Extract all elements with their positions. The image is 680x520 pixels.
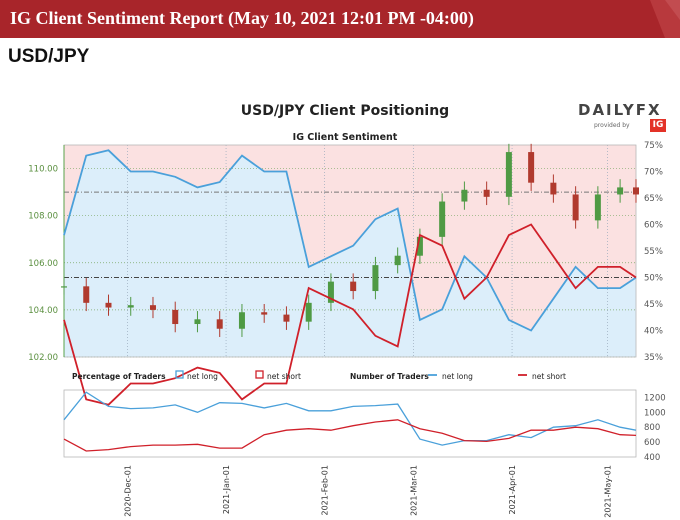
net-short-area <box>64 145 636 331</box>
price-candle <box>528 152 535 183</box>
price-candle <box>327 281 334 303</box>
legend-label: net long <box>187 372 218 381</box>
trader-count-tick-label: 800 <box>644 423 660 433</box>
sentiment-tick-label: 75% <box>644 141 663 151</box>
chart-subtitle: IG Client Sentiment <box>293 132 398 143</box>
trader-count-tick-label: 600 <box>644 438 660 448</box>
trader-count-tick-label: 1000 <box>644 408 666 418</box>
price-candle <box>216 319 223 329</box>
sentiment-tick-label: 35% <box>644 353 663 363</box>
lower-plot-frame <box>63 389 637 458</box>
price-candle <box>283 314 290 322</box>
net-short-percent-line <box>63 223 637 406</box>
price-candle <box>633 187 639 195</box>
net-short-count-line <box>63 419 637 452</box>
report-title: IG Client Sentiment Report (May 10, 2021… <box>10 8 474 28</box>
chart-title: USD/JPY Client Positioning <box>241 103 449 119</box>
price-candle <box>127 305 134 308</box>
dailyfx-logo: DAILYFX provided by IG <box>578 101 670 137</box>
price-candle <box>394 255 401 266</box>
date-tick-label: 2021-May-01 <box>603 465 612 518</box>
percentage-legend-title: Percentage of Traders <box>72 372 166 381</box>
sentiment-tick-label: 65% <box>644 194 663 204</box>
date-tick-label: 2020-Dec-01 <box>124 465 133 517</box>
price-tick-label: 110.00 <box>28 165 58 175</box>
number-legend-title: Number of Traders <box>350 372 429 381</box>
legend-label: net short <box>532 372 566 381</box>
price-candle <box>372 265 379 292</box>
report-banner: IG Client Sentiment Report (May 10, 2021… <box>0 0 680 38</box>
date-tick-label: 2021-Jan-01 <box>222 465 231 514</box>
price-candle <box>416 236 423 256</box>
price-candle <box>461 189 468 202</box>
price-tick-label: 104.00 <box>28 306 58 316</box>
sentiment-tick-label: 55% <box>644 247 663 257</box>
provided-by-label: provided by <box>594 122 630 129</box>
net-long-percent-line <box>63 149 637 332</box>
date-tick-label: 2021-Apr-01 <box>508 465 517 514</box>
price-candle <box>194 319 201 325</box>
price-candle <box>617 187 624 195</box>
legend-label: net short <box>267 372 301 381</box>
sentiment-tick-label: 70% <box>644 168 663 178</box>
price-candle <box>105 302 112 308</box>
price-candle <box>61 286 67 288</box>
trader-count-tick-label: 400 <box>644 453 660 463</box>
price-candle <box>83 286 90 303</box>
price-candle <box>350 281 357 292</box>
price-tick-label: 102.00 <box>28 353 58 363</box>
legend-label: net long <box>442 372 473 381</box>
price-candle <box>572 194 579 221</box>
price-candle <box>261 312 268 315</box>
dailyfx-wordmark: DAILYFX <box>578 101 662 119</box>
sentiment-tick-label: 45% <box>644 300 663 310</box>
legend-long-box <box>175 370 184 379</box>
ig-logo-icon: IG <box>650 119 666 132</box>
sentiment-tick-label: 60% <box>644 221 663 231</box>
price-candle <box>594 194 601 221</box>
date-tick-label: 2021-Feb-01 <box>321 465 330 515</box>
date-tick-label: 2021-Mar-01 <box>410 465 419 516</box>
price-candle <box>149 305 156 310</box>
price-tick-label: 106.00 <box>28 259 58 269</box>
positioning-chart: USD/JPY Client Positioning IG Client Sent… <box>28 103 666 518</box>
price-tick-label: 108.00 <box>28 212 58 222</box>
banner-decoration-icon <box>650 0 680 38</box>
sentiment-tick-label: 40% <box>644 327 663 337</box>
price-candle <box>483 189 490 197</box>
currency-pair-title: USD/JPY <box>8 46 90 67</box>
price-candle <box>172 309 179 325</box>
sentiment-tick-label: 50% <box>644 274 663 284</box>
price-candle <box>550 182 557 195</box>
net-long-area <box>64 150 636 357</box>
price-candle <box>305 302 312 322</box>
legend-short-box <box>255 370 264 379</box>
price-candle <box>238 312 245 329</box>
trader-count-tick-label: 1200 <box>644 393 666 403</box>
price-candle <box>439 201 446 237</box>
price-candle <box>505 152 512 197</box>
